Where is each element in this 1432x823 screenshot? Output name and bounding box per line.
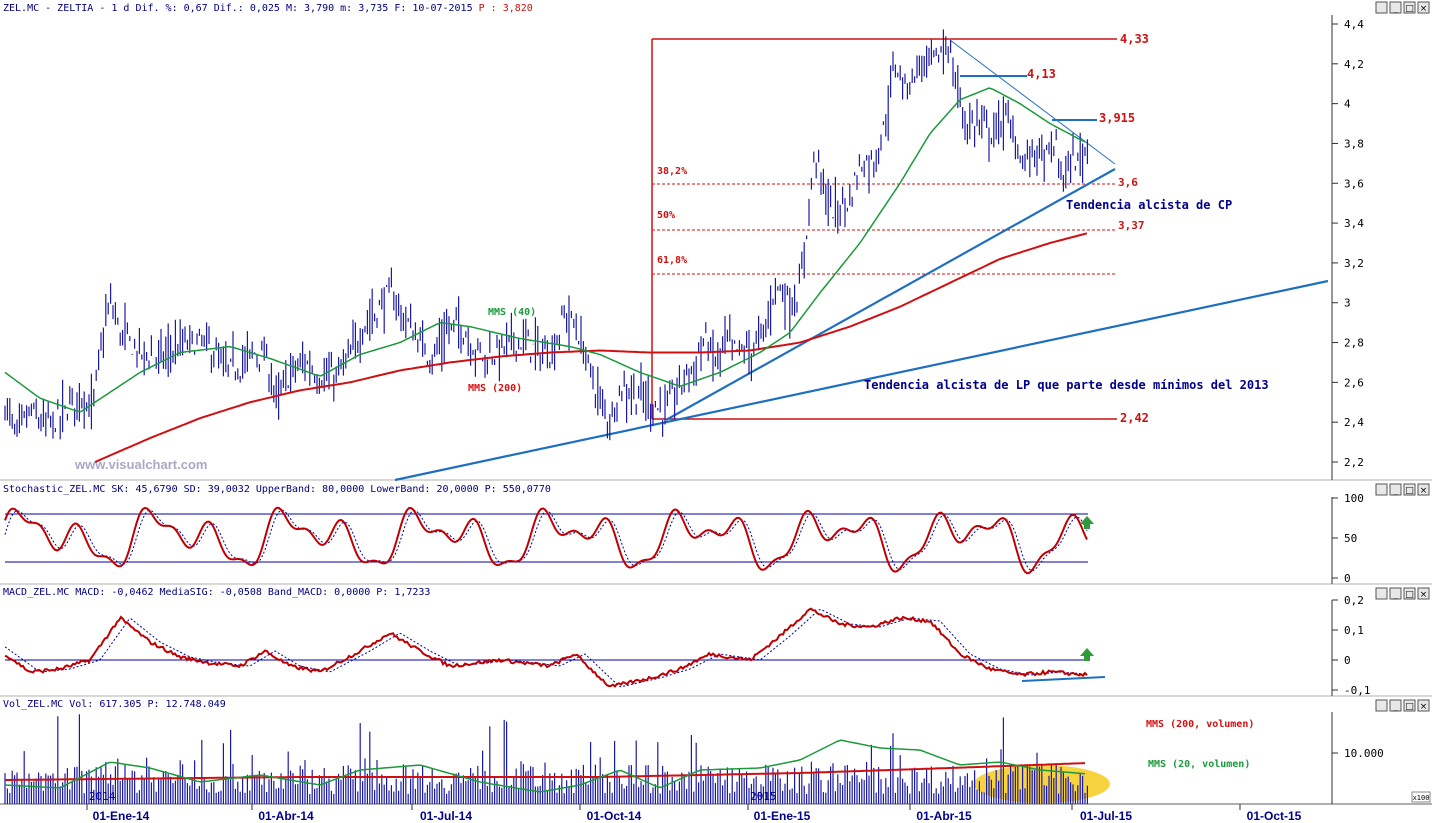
window-button-glyph[interactable]: □	[1405, 486, 1414, 496]
date-tick-label: 01-Oct-14	[587, 809, 642, 823]
macd-up-arrow-icon	[1080, 648, 1094, 661]
macd-line	[4, 607, 1088, 688]
price-bars	[4, 29, 1089, 441]
window-button-glyph[interactable]: _	[1392, 590, 1398, 600]
trend-lp-line	[394, 279, 1329, 482]
window-button-glyph[interactable]: ×	[1420, 702, 1428, 712]
label-low: 2,42	[1120, 411, 1149, 425]
macd-header: MACD_ZEL.MC MACD: -0,0462 MediaSIG: -0,0…	[3, 587, 430, 598]
stoch-axis-tick: 50	[1344, 532, 1357, 545]
price-window-buttons[interactable]: _ □ ×	[1375, 1, 1430, 14]
stoch-axis: 100 50 0	[1332, 492, 1364, 585]
date-tick-label: 01-Ene-15	[754, 809, 811, 823]
label-trend-cp: Tendencia alcista de CP	[1066, 198, 1232, 212]
price-axis-tick: 3,4	[1344, 217, 1364, 230]
year-mark: 2015	[750, 790, 777, 803]
stoch-window-buttons[interactable]: _ □ ×	[1375, 483, 1430, 496]
macd-axis: 0,2 0,1 0 -0,1	[1332, 594, 1371, 697]
price-axis-tick: 3,2	[1344, 257, 1364, 270]
volume-bars	[4, 714, 1089, 804]
label-fib-382: 38,2%	[657, 166, 687, 177]
vol-axis-tick: 10.000	[1344, 747, 1384, 760]
fibonacci-box	[651, 38, 1117, 420]
window-button-glyph[interactable]: _	[1392, 702, 1398, 712]
vol-header: Vol_ZEL.MC Vol: 617.305 P: 12.748.049	[3, 699, 226, 710]
label-trend-lp: Tendencia alcista de LP que parte desde …	[864, 378, 1269, 392]
macd-axis-tick: -0,1	[1344, 684, 1371, 697]
macd-window-buttons[interactable]: _ □ ×	[1375, 587, 1430, 600]
label-vol-mms20: MMS (20, volumen)	[1148, 759, 1250, 770]
date-tick-label: 01-Abr-14	[258, 809, 314, 823]
window-button-glyph[interactable]: _	[1392, 486, 1398, 496]
vol-window-buttons[interactable]: _ □ ×	[1375, 699, 1430, 712]
label-high: 4,33	[1120, 32, 1149, 46]
macd-axis-tick: 0,1	[1344, 624, 1364, 637]
price-header: ZEL.MC - ZELTIA - 1 d Dif. %: 0,67 Dif.:…	[3, 3, 533, 14]
stoch-sk-line	[4, 506, 1088, 575]
price-axis-tick: 4,2	[1344, 58, 1364, 71]
macd-divergence-line	[1021, 676, 1106, 682]
price-axis-tick: 3,6	[1344, 177, 1364, 190]
price-axis-tick: 4,4	[1344, 18, 1364, 31]
window-button-glyph[interactable]: ×	[1420, 590, 1428, 600]
macd-axis-tick: 0	[1344, 654, 1351, 667]
date-tick-label: 01-Ene-14	[93, 809, 150, 823]
trend-cp-line	[665, 168, 1116, 421]
label-fib-50: 50%	[657, 210, 675, 221]
watermark: www.visualchart.com	[74, 457, 207, 472]
window-button-glyph[interactable]: ×	[1420, 4, 1428, 14]
price-axis-tick: 2,4	[1344, 416, 1364, 429]
label-36: 3,6	[1118, 176, 1138, 189]
year-mark: 2014	[89, 790, 116, 803]
price-axis-tick: 2,8	[1344, 337, 1364, 350]
price-axis-tick: 2,2	[1344, 456, 1364, 469]
date-tick-label: 01-Jul-14	[420, 809, 472, 823]
mms40-line	[4, 87, 1086, 413]
label-mms40: MMS (40)	[488, 307, 536, 318]
price-axis-tick: 3,8	[1344, 137, 1364, 150]
vol-axis: 10.000	[1332, 747, 1384, 760]
window-button-glyph[interactable]: ×	[1420, 486, 1428, 496]
price-axis-tick: 3	[1344, 297, 1351, 310]
stoch-axis-tick: 0	[1344, 572, 1351, 585]
label-337: 3,37	[1118, 219, 1145, 232]
macd-axis-tick: 0,2	[1344, 594, 1364, 607]
date-tick-label: 01-Oct-15	[1247, 809, 1302, 823]
window-button-glyph[interactable]: _	[1392, 4, 1398, 14]
label-413: 4,13	[1027, 67, 1056, 81]
date-axis: 01-Ene-14 01-Abr-14 01-Jul-14 01-Oct-14 01-E…	[86, 804, 1302, 823]
date-tick-label: 01-Jul-15	[1080, 809, 1132, 823]
window-button-glyph[interactable]: □	[1405, 702, 1414, 712]
label-vol-mms200: MMS (200, volumen)	[1146, 719, 1254, 730]
mms200-line	[94, 232, 1088, 463]
year-marks: 2014 2015	[89, 790, 777, 803]
price-axis: 4,4 4,2 4 3,8 3,6 3,4 3,2 3 2,8 2,6 2,4 2,2	[1332, 18, 1364, 469]
date-tick-label: 01-Abr-15	[916, 809, 972, 823]
stoch-header: Stochastic_ZEL.MC SK: 45,6790 SD: 39,003…	[3, 484, 551, 495]
price-axis-tick: 2,6	[1344, 376, 1364, 389]
stoch-up-arrow-icon	[1080, 516, 1094, 529]
label-fib-618: 61,8%	[657, 255, 687, 266]
window-button-glyph[interactable]: □	[1405, 4, 1414, 14]
label-3915: 3,915	[1099, 111, 1135, 125]
stoch-axis-tick: 100	[1344, 492, 1364, 505]
price-axis-tick: 4	[1344, 98, 1351, 111]
vol-unit: x100	[1413, 794, 1430, 802]
window-button-glyph[interactable]: □	[1405, 590, 1414, 600]
vol-mms20-line	[4, 739, 1086, 793]
label-mms200: MMS (200)	[468, 383, 522, 394]
